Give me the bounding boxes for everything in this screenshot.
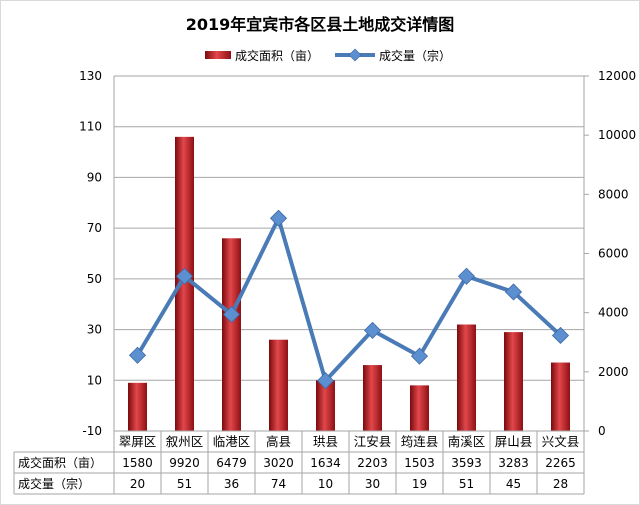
category-label: 江安县 (354, 434, 392, 449)
line-point-diamond (128, 346, 147, 364)
table-value: 1503 (404, 456, 435, 470)
right-tick-label: 12000 (598, 69, 636, 83)
table-value: 6479 (216, 456, 247, 470)
category-label: 高县 (266, 434, 291, 449)
table-value: 1634 (310, 456, 341, 470)
line-point-diamond (316, 372, 335, 390)
category-label: 兴文县 (542, 434, 580, 449)
right-tick-label: 8000 (598, 187, 629, 201)
count-line (135, 216, 562, 383)
category-label: 屏山县 (495, 434, 533, 449)
legend-line-label: 成交量（宗） (379, 48, 451, 63)
right-tick-label: 0 (598, 424, 606, 438)
left-axis: -10 10 30 50 70 90 110 130 (79, 69, 115, 438)
bar-mark (316, 380, 335, 431)
category-label: 南溪区 (448, 434, 486, 449)
legend-bar-swatch (205, 51, 231, 59)
table-value: 3283 (498, 456, 529, 470)
table-series-label: 成交面积（亩） (18, 455, 102, 470)
legend-bar-label: 成交面积（亩） (235, 48, 319, 63)
table-value: 2203 (357, 456, 388, 470)
legend-diamond-icon (348, 48, 362, 62)
line-point-diamond (457, 267, 476, 285)
bar-mark (269, 339, 288, 431)
line-point-diamond (222, 305, 241, 324)
right-tick-label: 6000 (598, 247, 629, 261)
left-tick-label: 130 (79, 69, 102, 83)
chart-title: 2019年宜宾市各区县土地成交详情图 (186, 15, 455, 34)
table-value: 51 (459, 477, 474, 491)
category-label: 翠屏区 (119, 434, 157, 449)
line-point-diamond (363, 321, 382, 339)
left-tick-label: 30 (87, 323, 102, 337)
right-axis: 0 2000 4000 6000 8000 10000 12000 (583, 69, 636, 438)
line-point-diamond (410, 347, 429, 365)
line-series (128, 209, 570, 390)
table-value: 51 (177, 477, 192, 491)
right-tick-label: 4000 (598, 306, 629, 320)
left-tick-label: 10 (87, 373, 102, 387)
line-point-diamond (551, 326, 570, 345)
left-tick-label: 110 (79, 120, 102, 134)
bar-mark (128, 382, 147, 431)
table-value: 28 (553, 477, 568, 491)
table-value: 30 (365, 477, 380, 491)
bar-mark (504, 332, 523, 431)
left-tick-label: 50 (87, 272, 102, 286)
category-label: 筠连县 (401, 434, 439, 449)
left-tick-label: 90 (87, 170, 102, 184)
table-value: 74 (271, 477, 286, 491)
table-value: 10 (318, 477, 333, 491)
table-value: 9920 (169, 456, 200, 470)
legend: 成交面积（亩） 成交量（宗） (205, 48, 451, 63)
right-tick-label: 10000 (598, 128, 636, 142)
table-value: 1580 (122, 456, 153, 470)
table-value: 36 (224, 477, 239, 491)
bar-mark (363, 365, 382, 431)
category-label: 临港区 (213, 434, 251, 449)
left-tick-label: -10 (82, 424, 102, 438)
table-value: 20 (130, 477, 145, 491)
right-tick-label: 2000 (598, 365, 629, 379)
line-point-diamond (269, 209, 288, 227)
left-tick-label: 70 (87, 221, 102, 235)
table-value: 3593 (451, 456, 482, 470)
bar-mark (457, 324, 476, 431)
bar-mark (551, 362, 570, 431)
table-series-label: 成交量（宗） (18, 476, 90, 491)
bars (128, 136, 570, 431)
table-value: 45 (506, 477, 521, 491)
bar-mark (410, 385, 429, 431)
table-value: 2265 (545, 456, 576, 470)
category-label: 珙县 (313, 434, 338, 449)
table-value: 19 (412, 477, 427, 491)
category-label: 叙州区 (166, 434, 204, 449)
table-value: 3020 (263, 456, 294, 470)
line-point-diamond (175, 267, 194, 285)
line-point-diamond (504, 283, 523, 301)
bar-mark (222, 238, 241, 431)
